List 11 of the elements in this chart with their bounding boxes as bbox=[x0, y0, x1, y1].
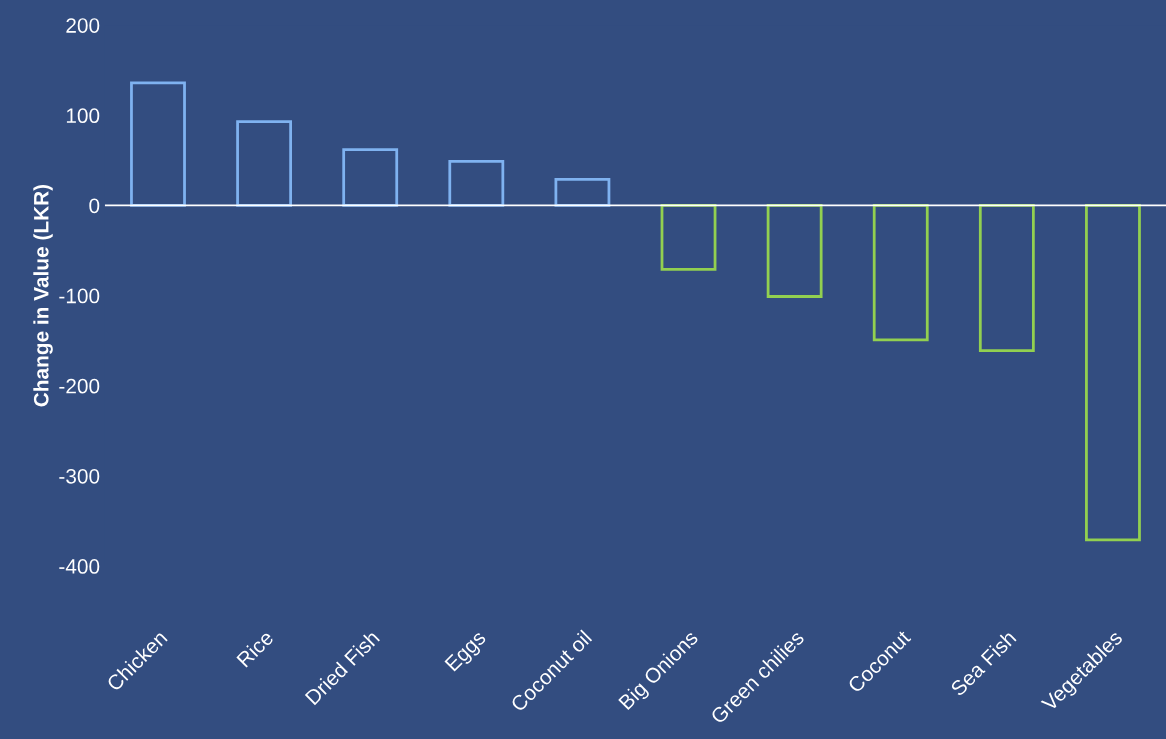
y-tick-label: -300 bbox=[59, 468, 100, 484]
bar bbox=[1085, 204, 1141, 542]
y-tick-label: -100 bbox=[59, 288, 100, 304]
x-tick-label: Rice bbox=[235, 629, 275, 668]
y-tick-label: 200 bbox=[66, 18, 100, 33]
y-tick-label: 0 bbox=[89, 198, 100, 214]
y-tick-label: -400 bbox=[59, 559, 100, 574]
y-tick-label: 100 bbox=[66, 108, 100, 124]
y-tick-label: -200 bbox=[59, 378, 100, 394]
y-axis-title: Change in Value (LKR) bbox=[33, 184, 53, 407]
x-tick-label: Sea Fish bbox=[949, 629, 1017, 697]
